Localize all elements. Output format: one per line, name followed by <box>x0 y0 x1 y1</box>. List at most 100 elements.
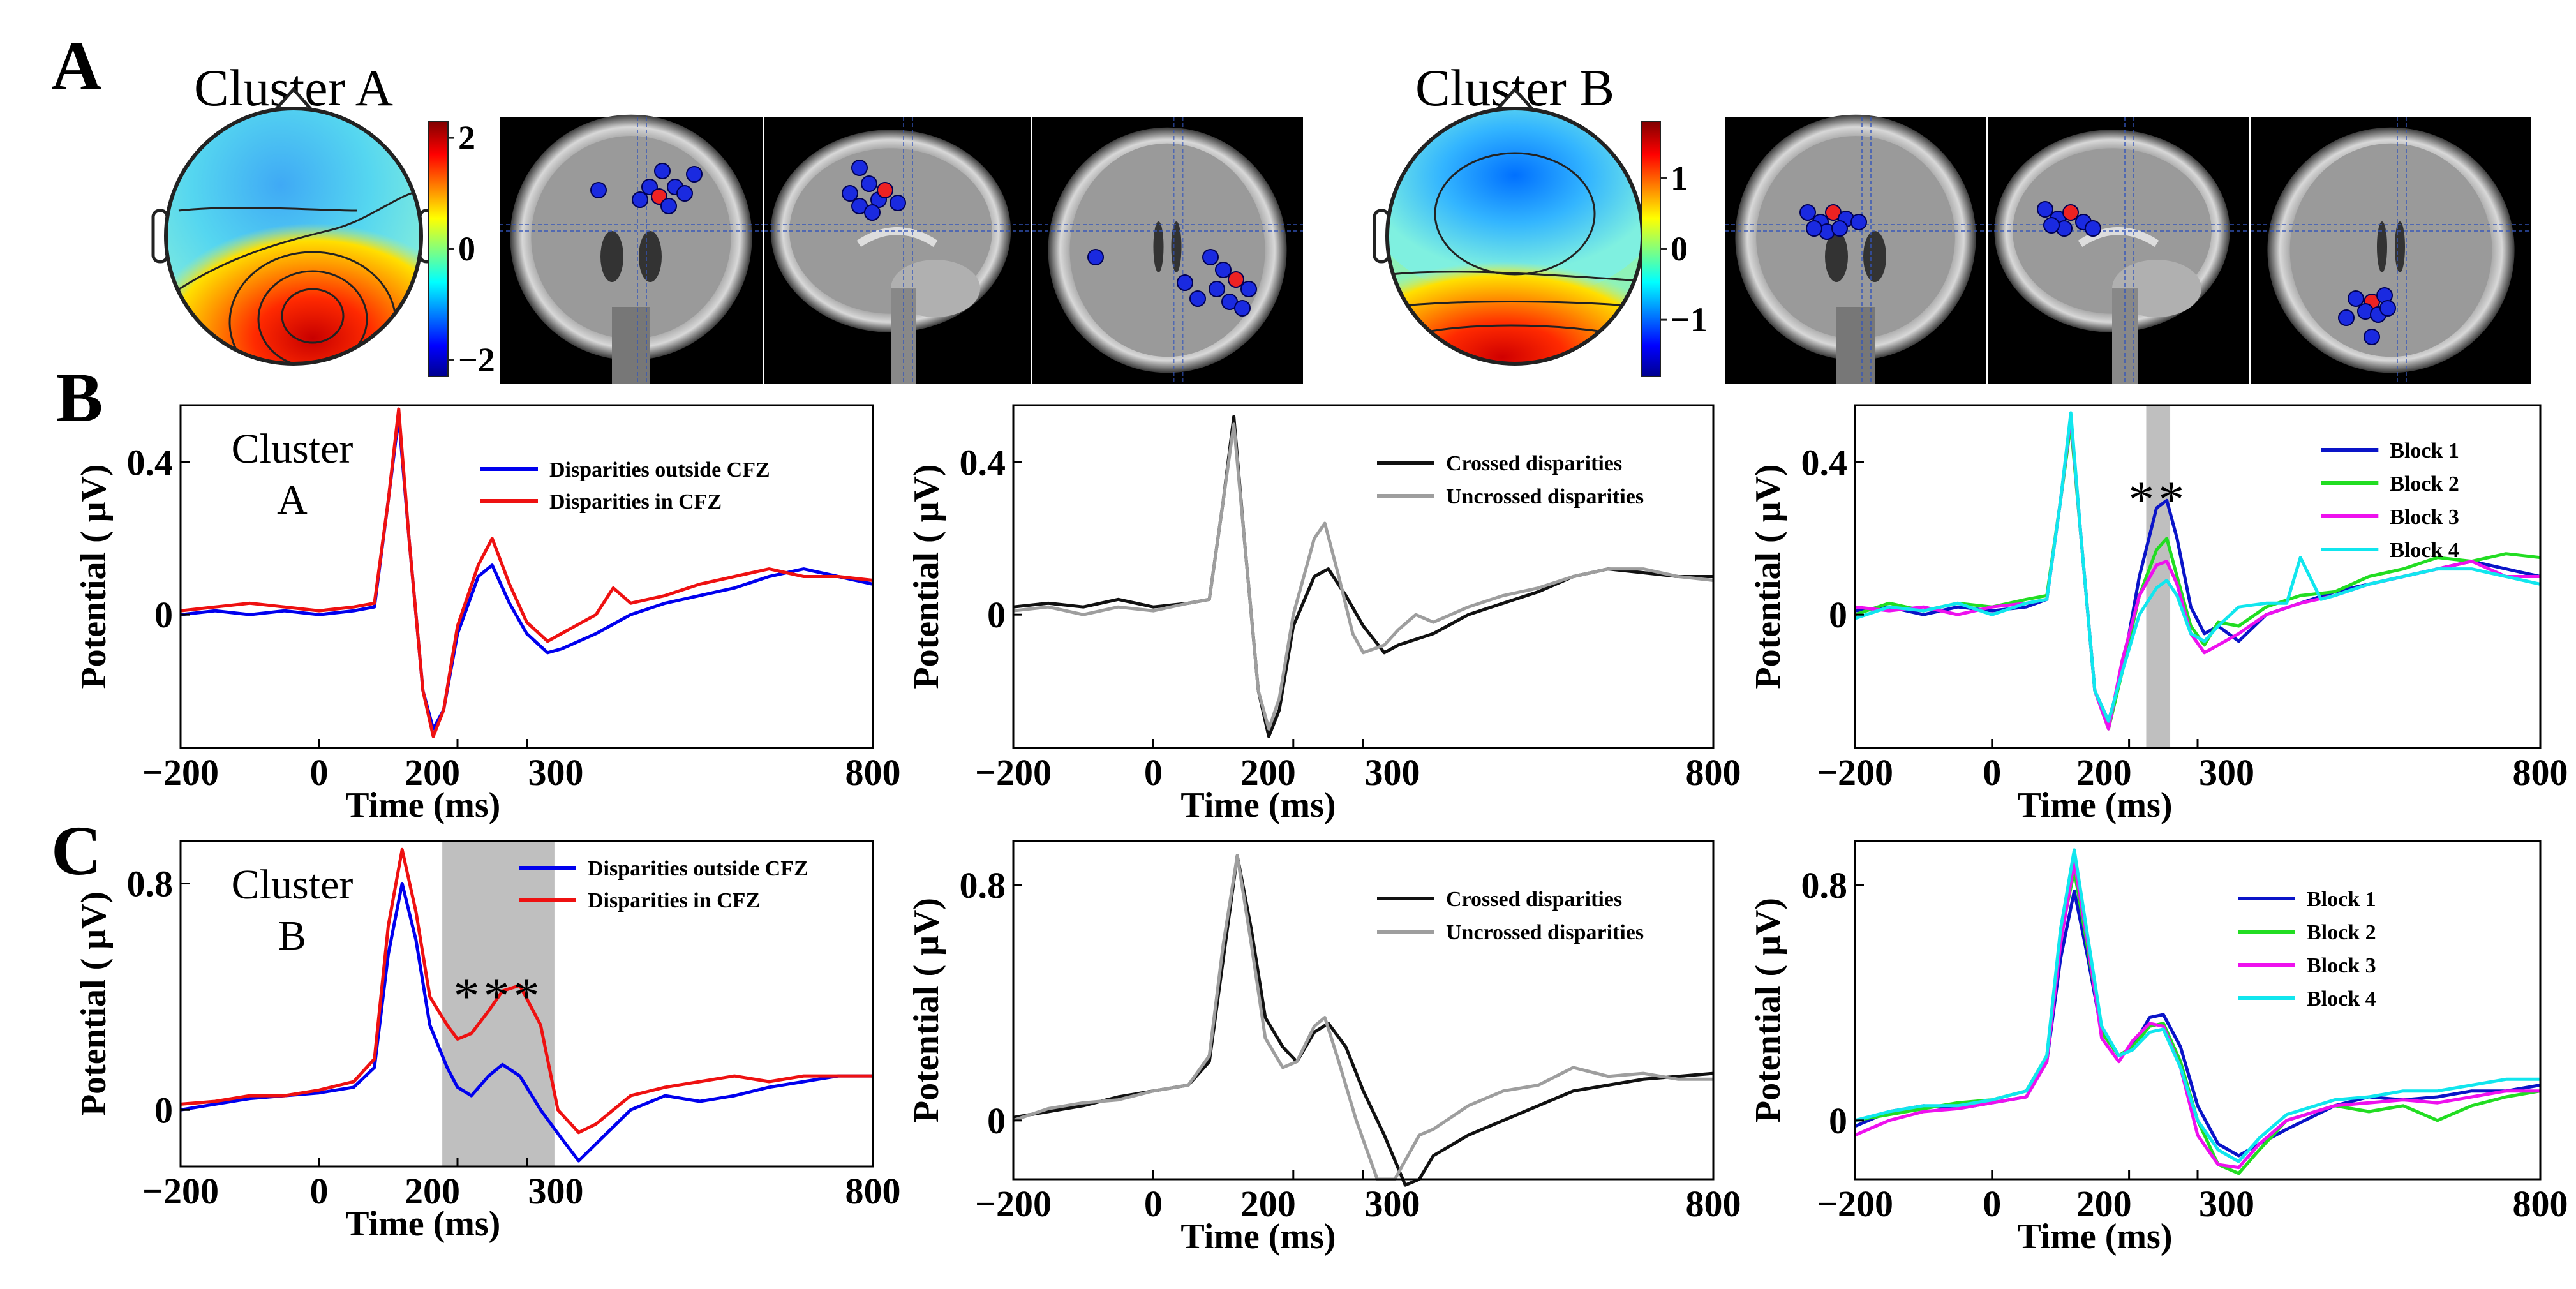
x-tick-label: 300 <box>528 1170 584 1212</box>
panel-letter-c: C <box>51 812 101 890</box>
colorbar-b <box>1641 121 1661 377</box>
significance-window <box>442 841 555 1166</box>
y-tick-label: 0.8 <box>1801 865 1848 906</box>
x-tick-label: 300 <box>528 752 584 793</box>
colorbar-tick-label: −1 <box>1671 301 1708 339</box>
y-axis-label: Potential ( μV) <box>1748 898 1788 1122</box>
legend: Block 1 Block 2 Block 3 Block 4 <box>2321 439 2459 562</box>
y-axis-label: Potential ( μV) <box>907 464 946 689</box>
x-tick-label: 300 <box>2199 752 2254 793</box>
y-axis-label: Potential ( μV) <box>74 464 114 689</box>
legend: Crossed disparities Uncrossed disparities <box>1377 452 1644 509</box>
y-axis-label: Potential ( μV) <box>74 891 114 1116</box>
chart-B3: −200 0 200 300 800 0.4 0 Time (ms) Potential ( μ… <box>1748 404 2568 825</box>
cluster-label-line: A <box>277 477 308 523</box>
colorbar-tick-label: 0 <box>1671 230 1688 268</box>
x-tick-label: 0 <box>310 1170 329 1212</box>
legend-entry: Uncrossed disparities <box>1446 485 1644 509</box>
x-tick-label: 800 <box>1686 1183 1741 1225</box>
y-axis-label: Potential ( μV) <box>907 898 946 1122</box>
mri-coronal-view <box>500 114 763 384</box>
x-tick-label: 800 <box>2513 1183 2568 1225</box>
chart-B1: −200 0 200 300 800 0.4 0 Time (ms) Potential ( μ… <box>74 404 901 825</box>
series-line-2 <box>1013 422 1714 731</box>
nose-icon <box>1494 87 1535 112</box>
series-line-2 <box>180 407 874 738</box>
chart-C3: −200 0 200 300 800 0.8 0 Time (ms) Potential ( μ… <box>1748 840 2568 1256</box>
legend-entry: Crossed disparities <box>1446 888 1622 911</box>
x-tick-label: −200 <box>142 752 219 793</box>
x-tick-label: 300 <box>1365 1183 1420 1225</box>
series-line-2 <box>180 847 873 1135</box>
x-tick-label: 200 <box>1240 752 1296 793</box>
series-line-3 <box>1854 415 2540 731</box>
series-line-4 <box>1854 848 2540 1163</box>
y-tick-label: 0 <box>154 594 173 636</box>
x-tick-label: 200 <box>1240 1183 1296 1225</box>
legend-entry: Block 2 <box>2390 472 2459 496</box>
panel-letter-b: B <box>56 359 103 436</box>
series-line-2 <box>1854 422 2541 731</box>
legend-entry: Block 4 <box>2307 987 2376 1011</box>
chart-C1: −200 0 200 300 800 0.8 0 Time (ms) Potential ( μ… <box>74 840 901 1244</box>
plot-frame <box>1854 840 2542 1181</box>
x-tick-label: 300 <box>2199 1183 2254 1225</box>
significance-stars: *** <box>454 967 544 1025</box>
y-tick-label: 0.4 <box>1801 442 1848 484</box>
y-tick-label: 0 <box>154 1089 173 1131</box>
x-tick-label: 0 <box>1144 1183 1163 1225</box>
mri-sagittal-view <box>1988 117 2249 384</box>
mri-sagittal-view <box>764 117 1031 384</box>
y-tick-label: 0 <box>987 594 1006 636</box>
x-tick-label: 800 <box>845 1170 901 1212</box>
y-tick-label: 0 <box>987 1100 1006 1142</box>
legend-entry: Block 2 <box>2307 921 2376 944</box>
x-axis-label: Time (ms) <box>1180 1217 1336 1256</box>
chart-C2: −200 0 200 300 800 0.8 0 Time (ms) Potential ( μ… <box>907 840 1741 1256</box>
x-tick-label: 200 <box>405 1170 460 1212</box>
legend-entry: Disparities in CFZ <box>588 889 760 913</box>
colorbar-tick-label: 2 <box>458 119 475 157</box>
legend-entry: Block 3 <box>2390 505 2459 529</box>
legend-entry: Disparities outside CFZ <box>588 857 808 881</box>
x-axis-label: Time (ms) <box>2017 786 2172 825</box>
series-line-1 <box>180 415 874 731</box>
nose-icon <box>273 87 314 112</box>
y-tick-label: 0.4 <box>960 442 1006 484</box>
x-tick-label: 200 <box>2076 752 2132 793</box>
x-tick-label: 200 <box>2076 1183 2132 1225</box>
legend: Crossed disparities Uncrossed disparities <box>1377 888 1644 944</box>
x-tick-label: 0 <box>1983 1183 2001 1225</box>
significance-stars: ** <box>2128 470 2188 528</box>
y-tick-label: 0 <box>1829 1100 1847 1142</box>
cluster-label-line: Cluster <box>232 426 354 472</box>
legend: Disparities outside CFZ Disparities in CF… <box>519 857 808 913</box>
topomap-cluster-b: Cluster B 10−1 <box>1373 59 1708 377</box>
x-tick-label: 800 <box>845 752 901 793</box>
cluster-label-line: B <box>278 913 306 959</box>
series-line-1 <box>180 882 873 1163</box>
x-tick-label: 0 <box>1983 752 2001 793</box>
x-tick-label: −200 <box>142 1170 219 1212</box>
x-axis-label: Time (ms) <box>1180 786 1336 825</box>
legend-entry: Disparities outside CFZ <box>549 458 770 482</box>
legend-entry: Crossed disparities <box>1446 452 1622 475</box>
legend-entry: Block 3 <box>2307 954 2376 978</box>
colorbar-tick-label: 1 <box>1671 159 1688 197</box>
x-axis-label: Time (ms) <box>2017 1217 2172 1256</box>
x-tick-label: 800 <box>2513 752 2568 793</box>
x-axis-label: Time (ms) <box>345 1204 500 1244</box>
y-tick-label: 0.4 <box>127 442 174 484</box>
x-tick-label: −200 <box>1817 752 1893 793</box>
series-line-4 <box>1854 411 2541 723</box>
series-line-3 <box>1854 860 2540 1170</box>
x-tick-label: −200 <box>1817 1183 1893 1225</box>
panel-letter-a: A <box>51 27 101 105</box>
x-axis-label: Time (ms) <box>345 786 500 825</box>
series-line-2 <box>1854 868 2541 1175</box>
cluster-label-line: Cluster <box>232 861 354 908</box>
colorbar-tick-label: 0 <box>458 230 475 268</box>
x-tick-label: 0 <box>310 752 329 793</box>
legend-entry: Block 1 <box>2390 439 2459 463</box>
topomap-cluster-a: Cluster A 20−2 <box>151 59 495 379</box>
